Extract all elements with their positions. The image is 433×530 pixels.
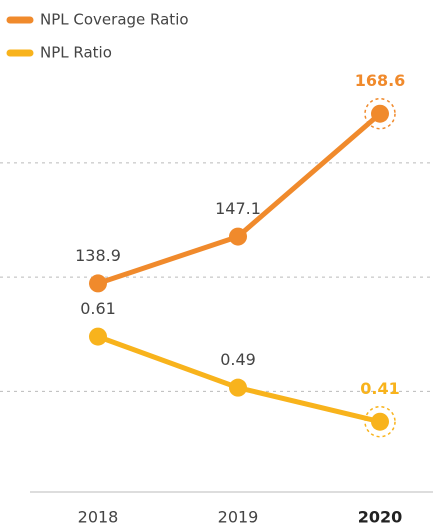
x-tick-label: 2020 [358,508,403,527]
value-label: 0.61 [80,299,116,318]
legend-label: NPL Ratio [40,44,112,62]
value-label: 147.1 [215,199,261,218]
point [229,227,247,246]
legend-label: NPL Coverage Ratio [40,11,189,29]
value-label: 0.49 [220,350,256,369]
point [371,104,389,123]
point [89,274,107,293]
value-label: 138.9 [75,246,121,265]
value-label: 0.41 [360,379,399,398]
point [371,412,389,431]
point [89,327,107,346]
x-tick-label: 2018 [78,508,119,527]
highlight-ring [364,405,396,438]
x-tick-label: 2019 [218,508,259,527]
point [229,378,247,397]
value-label: 168.6 [355,71,406,90]
